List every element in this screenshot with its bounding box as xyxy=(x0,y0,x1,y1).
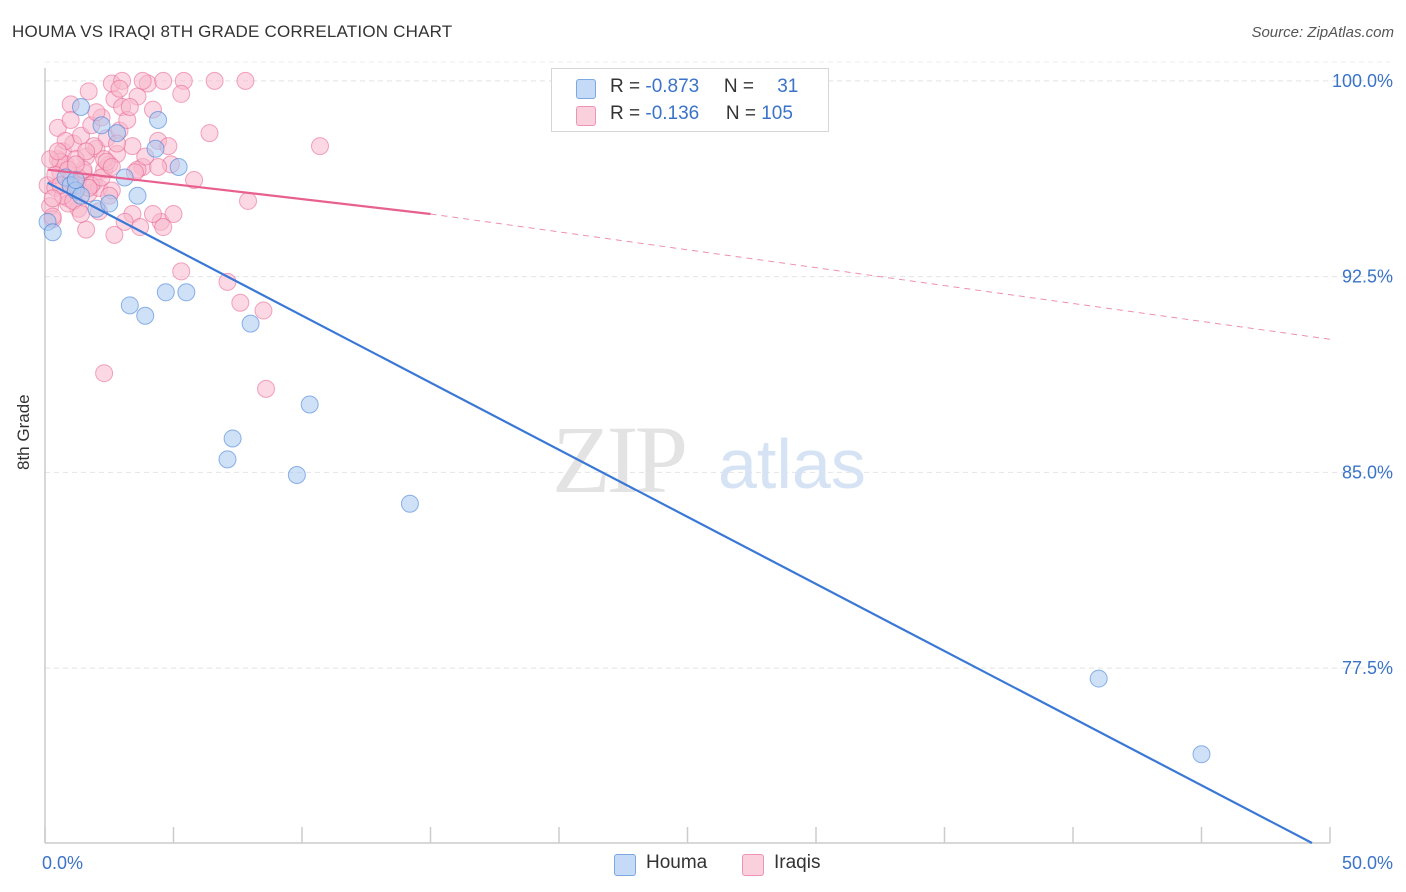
x-tick-label-max: 50.0% xyxy=(1342,853,1393,873)
iraqis-r-label: R = xyxy=(610,103,646,124)
houma-point-11 xyxy=(107,124,126,143)
watermark-zip: ZIP xyxy=(552,406,685,513)
iraqis-point-45 xyxy=(205,71,224,90)
iraqis-point-39 xyxy=(79,82,98,101)
houma-point-26 xyxy=(400,494,419,513)
houma-point-9 xyxy=(128,186,147,205)
houma-n-label: N = xyxy=(723,76,760,97)
houma-r-value: -0.873 xyxy=(645,76,700,97)
legend-row-iraqis: R = -0.136 N = 105 xyxy=(552,102,828,128)
watermark-atlas: atlas xyxy=(718,425,866,503)
iraqis-point-58 xyxy=(77,220,96,239)
y-tick-label-2: 92.5% xyxy=(1342,267,1393,287)
iraqis-trendline-extension xyxy=(430,213,1331,340)
iraqis-point-103 xyxy=(48,142,67,161)
houma-point-19 xyxy=(156,283,175,302)
houma-point-27 xyxy=(1089,669,1108,688)
grid-layer xyxy=(45,61,1390,669)
iraqis-points xyxy=(38,71,329,398)
iraqis-point-59 xyxy=(105,225,124,244)
trend-layer xyxy=(47,168,1331,844)
houma-trendline xyxy=(47,181,1313,844)
houma-point-18 xyxy=(136,306,155,325)
houma-point-21 xyxy=(241,314,260,333)
iraqis-point-46 xyxy=(236,71,255,90)
iraqis-point-73 xyxy=(231,293,250,312)
iraqis-trendline xyxy=(47,168,431,216)
bottom-legend-iraqis-swatch xyxy=(742,854,764,876)
tick-labels: 77.5% 85.0% 92.5% 100.0% 0.0% 50.0% xyxy=(42,71,1393,873)
houma-points xyxy=(38,97,1211,764)
iraqis-point-42 xyxy=(133,71,152,90)
iraqis-r-value: -0.136 xyxy=(645,103,700,124)
houma-point-5 xyxy=(71,186,90,205)
iraqis-point-100 xyxy=(43,189,62,208)
houma-point-13 xyxy=(169,158,188,177)
y-axis-label: 8th Grade xyxy=(14,394,33,470)
iraqis-point-65 xyxy=(185,171,204,190)
iraqis-point-104 xyxy=(77,142,96,161)
houma-point-6 xyxy=(66,171,85,190)
iraqis-point-66 xyxy=(239,191,258,210)
houma-r-label: R = xyxy=(610,76,646,97)
bottom-legend-houma-label: Houma xyxy=(646,852,708,873)
iraqis-point-48 xyxy=(200,124,219,143)
iraqis-point-83 xyxy=(120,97,139,116)
houma-point-20 xyxy=(177,283,196,302)
y-tick-label-3: 100.0% xyxy=(1332,71,1393,91)
legend-row-houma: R = -0.873 N = 31 xyxy=(552,75,828,101)
iraqis-point-43 xyxy=(154,71,173,90)
iraqis-n-value: 105 xyxy=(761,103,793,124)
houma-point-1 xyxy=(43,223,62,242)
chart-title: HOUMA VS IRAQI 8TH GRADE CORRELATION CHA… xyxy=(12,22,453,41)
y-tick-label-1: 85.0% xyxy=(1342,462,1393,482)
iraqis-point-70 xyxy=(149,158,168,177)
iraqis-point-95 xyxy=(154,218,173,237)
houma-n-value: 31 xyxy=(777,76,799,97)
houma-point-15 xyxy=(71,97,90,116)
iraqis-point-60 xyxy=(143,204,162,223)
bottom-legend-iraqis-label: Iraqis xyxy=(774,852,821,873)
houma-point-28 xyxy=(1192,745,1211,764)
houma-point-8 xyxy=(100,194,119,213)
iraqis-point-82 xyxy=(110,79,129,98)
houma-point-25 xyxy=(287,465,306,484)
iraqis-point-74 xyxy=(254,301,273,320)
axis-layer xyxy=(44,68,1331,844)
watermark: ZIP atlas xyxy=(552,406,866,513)
source-label: Source: ZipAtlas.com xyxy=(1251,24,1394,41)
stats-legend: R = -0.873 N = 31 R = -0.136 N = 105 xyxy=(551,68,829,132)
iraqis-point-49 xyxy=(310,137,329,156)
iraqis-point-80 xyxy=(61,111,80,130)
houma-point-12 xyxy=(146,139,165,158)
iraqis-point-92 xyxy=(71,204,90,223)
iraqis-point-47 xyxy=(172,84,191,103)
iraqis-point-71 xyxy=(172,262,191,281)
bottom-legend-houma-swatch xyxy=(614,854,636,876)
iraqis-point-75 xyxy=(95,364,114,383)
houma-point-14 xyxy=(149,111,168,130)
x-tick-label-min: 0.0% xyxy=(42,853,83,873)
houma-point-22 xyxy=(223,429,242,448)
iraqis-point-55 xyxy=(164,204,183,223)
iraqis-point-98 xyxy=(102,158,121,177)
houma-point-24 xyxy=(300,395,319,414)
iraqis-swatch xyxy=(576,106,596,126)
houma-swatch xyxy=(576,79,596,99)
houma-point-23 xyxy=(218,450,237,469)
y-tick-label-0: 77.5% xyxy=(1342,658,1393,678)
houma-point-16 xyxy=(92,116,111,135)
iraqis-point-76 xyxy=(257,379,276,398)
iraqis-n-label: N = xyxy=(725,103,762,124)
houma-point-17 xyxy=(120,296,139,315)
